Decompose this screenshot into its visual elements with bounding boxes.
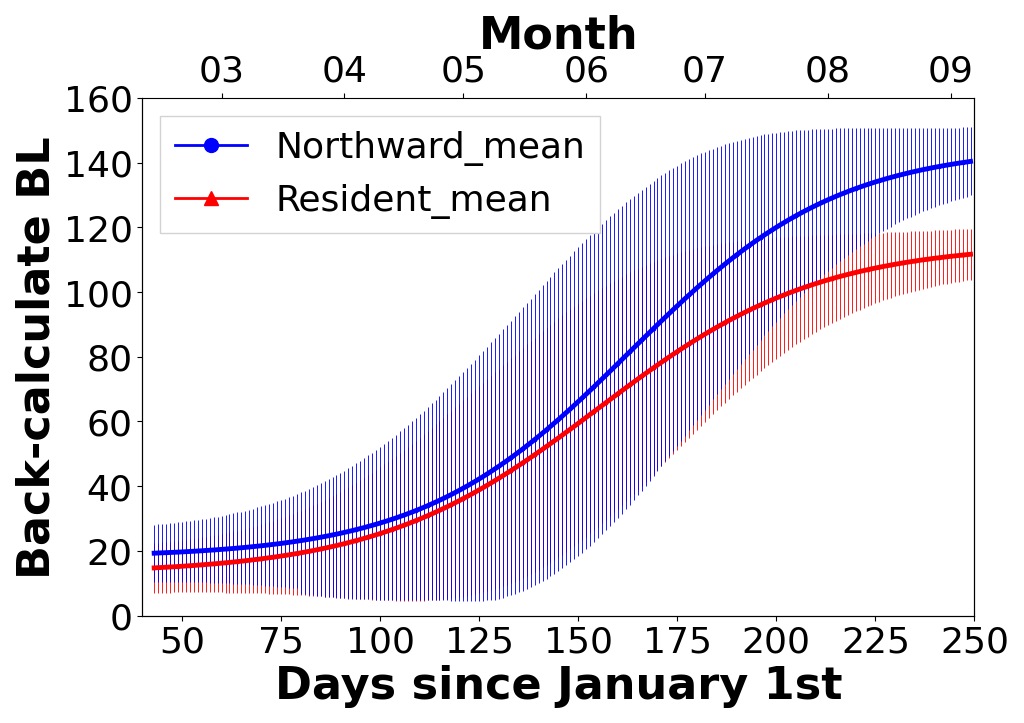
X-axis label: Month: Month <box>478 15 638 58</box>
X-axis label: Days since January 1st: Days since January 1st <box>274 665 842 708</box>
Y-axis label: Back-calculate BL: Back-calculate BL <box>15 136 58 578</box>
Legend: Northward_mean, Resident_mean: Northward_mean, Resident_mean <box>161 116 600 233</box>
